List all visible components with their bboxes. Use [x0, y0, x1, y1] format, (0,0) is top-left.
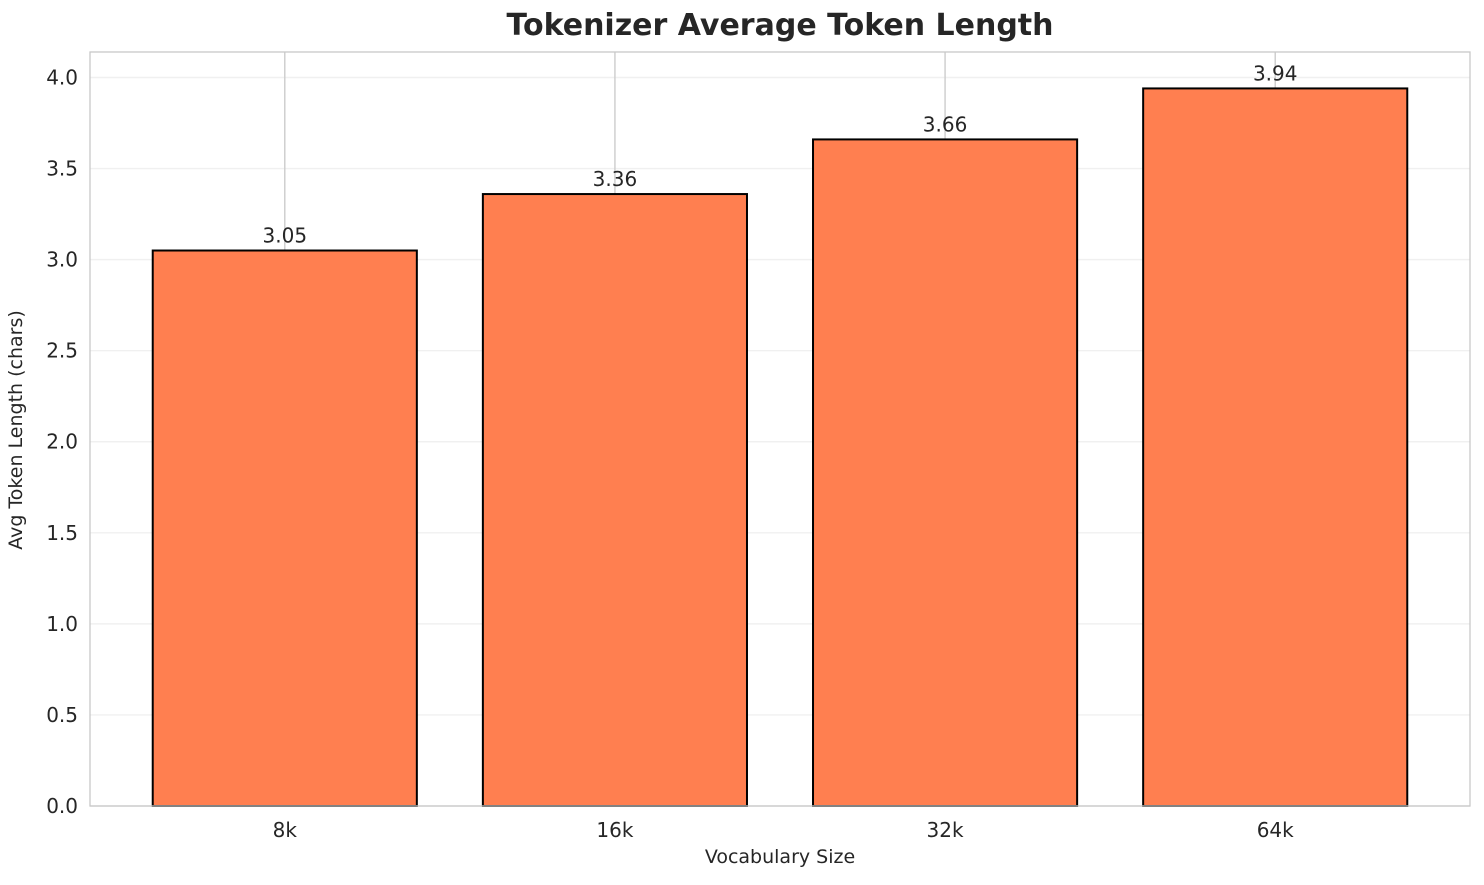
y-tick-label: 2.5	[46, 339, 78, 363]
bar-32k	[812, 138, 1079, 807]
bar-16k	[481, 193, 748, 807]
bar-value-label: 3.05	[263, 224, 308, 248]
y-tick-label: 3.5	[46, 157, 78, 181]
bar-64k	[1142, 87, 1409, 808]
bar-value-label: 3.66	[923, 112, 968, 136]
y-tick-label: 2.0	[46, 430, 78, 454]
x-tick-label: 64k	[1257, 818, 1294, 842]
y-tick-label: 1.5	[46, 521, 78, 545]
y-tick-label: 3.0	[46, 248, 78, 272]
x-tick-label: 8k	[273, 818, 298, 842]
bar-value-label: 3.36	[593, 167, 638, 191]
y-tick-label: 0.0	[46, 794, 78, 818]
plot-border	[89, 51, 1471, 807]
x-axis-label: Vocabulary Size	[704, 846, 856, 868]
y-tick-label: 0.5	[46, 703, 78, 727]
y-axis-label: Avg Token Length (chars)	[5, 310, 27, 550]
bar-value-label: 3.94	[1253, 61, 1298, 85]
x-tick-label: 16k	[596, 818, 633, 842]
chart-title: Tokenizer Average Token Length	[506, 8, 1054, 43]
y-tick-label: 1.0	[46, 612, 78, 636]
x-tick-label: 32k	[927, 818, 964, 842]
bar-8k	[151, 249, 418, 807]
y-tick-label: 4.0	[46, 65, 78, 89]
